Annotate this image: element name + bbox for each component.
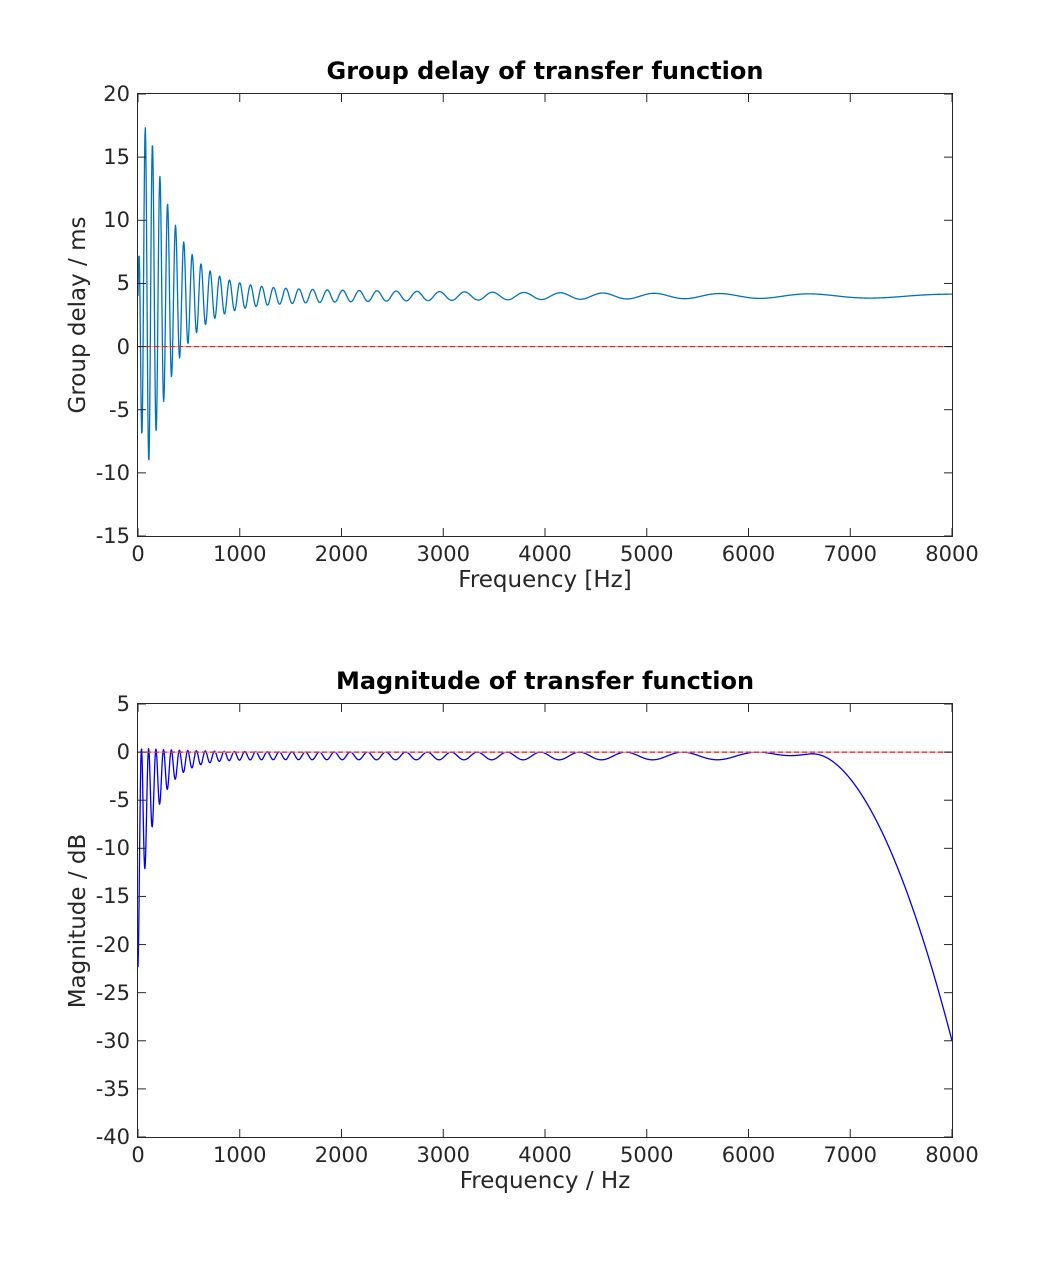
x-tick-label: 0 bbox=[131, 1143, 145, 1167]
y-tick-label: -5 bbox=[109, 397, 130, 422]
y-tick-label: -35 bbox=[95, 1076, 130, 1101]
y-tick-label: -20 bbox=[95, 932, 130, 957]
y-tick-label: 5 bbox=[116, 692, 130, 716]
x-tick-label: 4000 bbox=[518, 542, 572, 566]
plot-canvas bbox=[138, 94, 952, 536]
y-tick-label: -30 bbox=[95, 1028, 130, 1053]
y-tick-label: 20 bbox=[103, 82, 130, 106]
x-tick-label: 8000 bbox=[925, 1143, 979, 1167]
x-tick-label: 0 bbox=[131, 542, 145, 566]
y-tick-label: -10 bbox=[95, 836, 130, 861]
y-tick-label: 0 bbox=[116, 740, 130, 765]
plot-title: Magnitude of transfer function bbox=[335, 667, 755, 695]
magnitude-plot: Magnitude of transfer function Magnitude… bbox=[65, 667, 979, 1194]
x-tick-label: 4000 bbox=[518, 1143, 572, 1167]
group-delay-curve bbox=[138, 127, 952, 461]
x-tick-label: 2000 bbox=[314, 542, 369, 566]
y-tick-label: -15 bbox=[95, 884, 130, 909]
x-axis-label: Frequency [Hz] bbox=[458, 567, 632, 593]
y-tick-label: -25 bbox=[95, 980, 130, 1005]
y-tick-label: 5 bbox=[116, 271, 130, 296]
y-axis-label: Magnitude / dB bbox=[65, 833, 91, 1008]
x-tick-label: 1000 bbox=[213, 1143, 267, 1167]
y-tick-label: -5 bbox=[109, 788, 130, 813]
x-tick-label: 5000 bbox=[620, 1143, 674, 1167]
x-tick-label: 3000 bbox=[416, 542, 470, 566]
y-axis-label: Group delay / ms bbox=[65, 216, 91, 414]
y-tick-label: 10 bbox=[103, 208, 130, 233]
x-tick-label: 6000 bbox=[721, 542, 776, 566]
tick-marks bbox=[138, 704, 952, 1137]
tick-marks bbox=[138, 94, 952, 536]
y-tick-label: 15 bbox=[103, 145, 130, 170]
x-tick-label: 6000 bbox=[721, 1143, 776, 1167]
y-tick-label: -10 bbox=[95, 460, 130, 485]
x-tick-label: 8000 bbox=[925, 542, 979, 566]
y-tick-label: -40 bbox=[95, 1125, 130, 1149]
magnitude-curve bbox=[138, 747, 952, 1041]
x-tick-label: 7000 bbox=[823, 542, 877, 566]
plot-canvas bbox=[138, 704, 952, 1137]
y-tick-label: -15 bbox=[95, 524, 130, 548]
group-delay-plot: Group delay of transfer function Group d… bbox=[65, 57, 979, 593]
y-tick-label: 0 bbox=[116, 334, 130, 359]
x-tick-label: 3000 bbox=[416, 1143, 470, 1167]
x-tick-label: 1000 bbox=[213, 542, 267, 566]
plot-title: Group delay of transfer function bbox=[326, 57, 764, 85]
x-axis-label: Frequency / Hz bbox=[459, 1168, 631, 1194]
x-tick-label: 7000 bbox=[823, 1143, 877, 1167]
x-tick-label: 2000 bbox=[314, 1143, 369, 1167]
x-tick-label: 5000 bbox=[620, 542, 674, 566]
